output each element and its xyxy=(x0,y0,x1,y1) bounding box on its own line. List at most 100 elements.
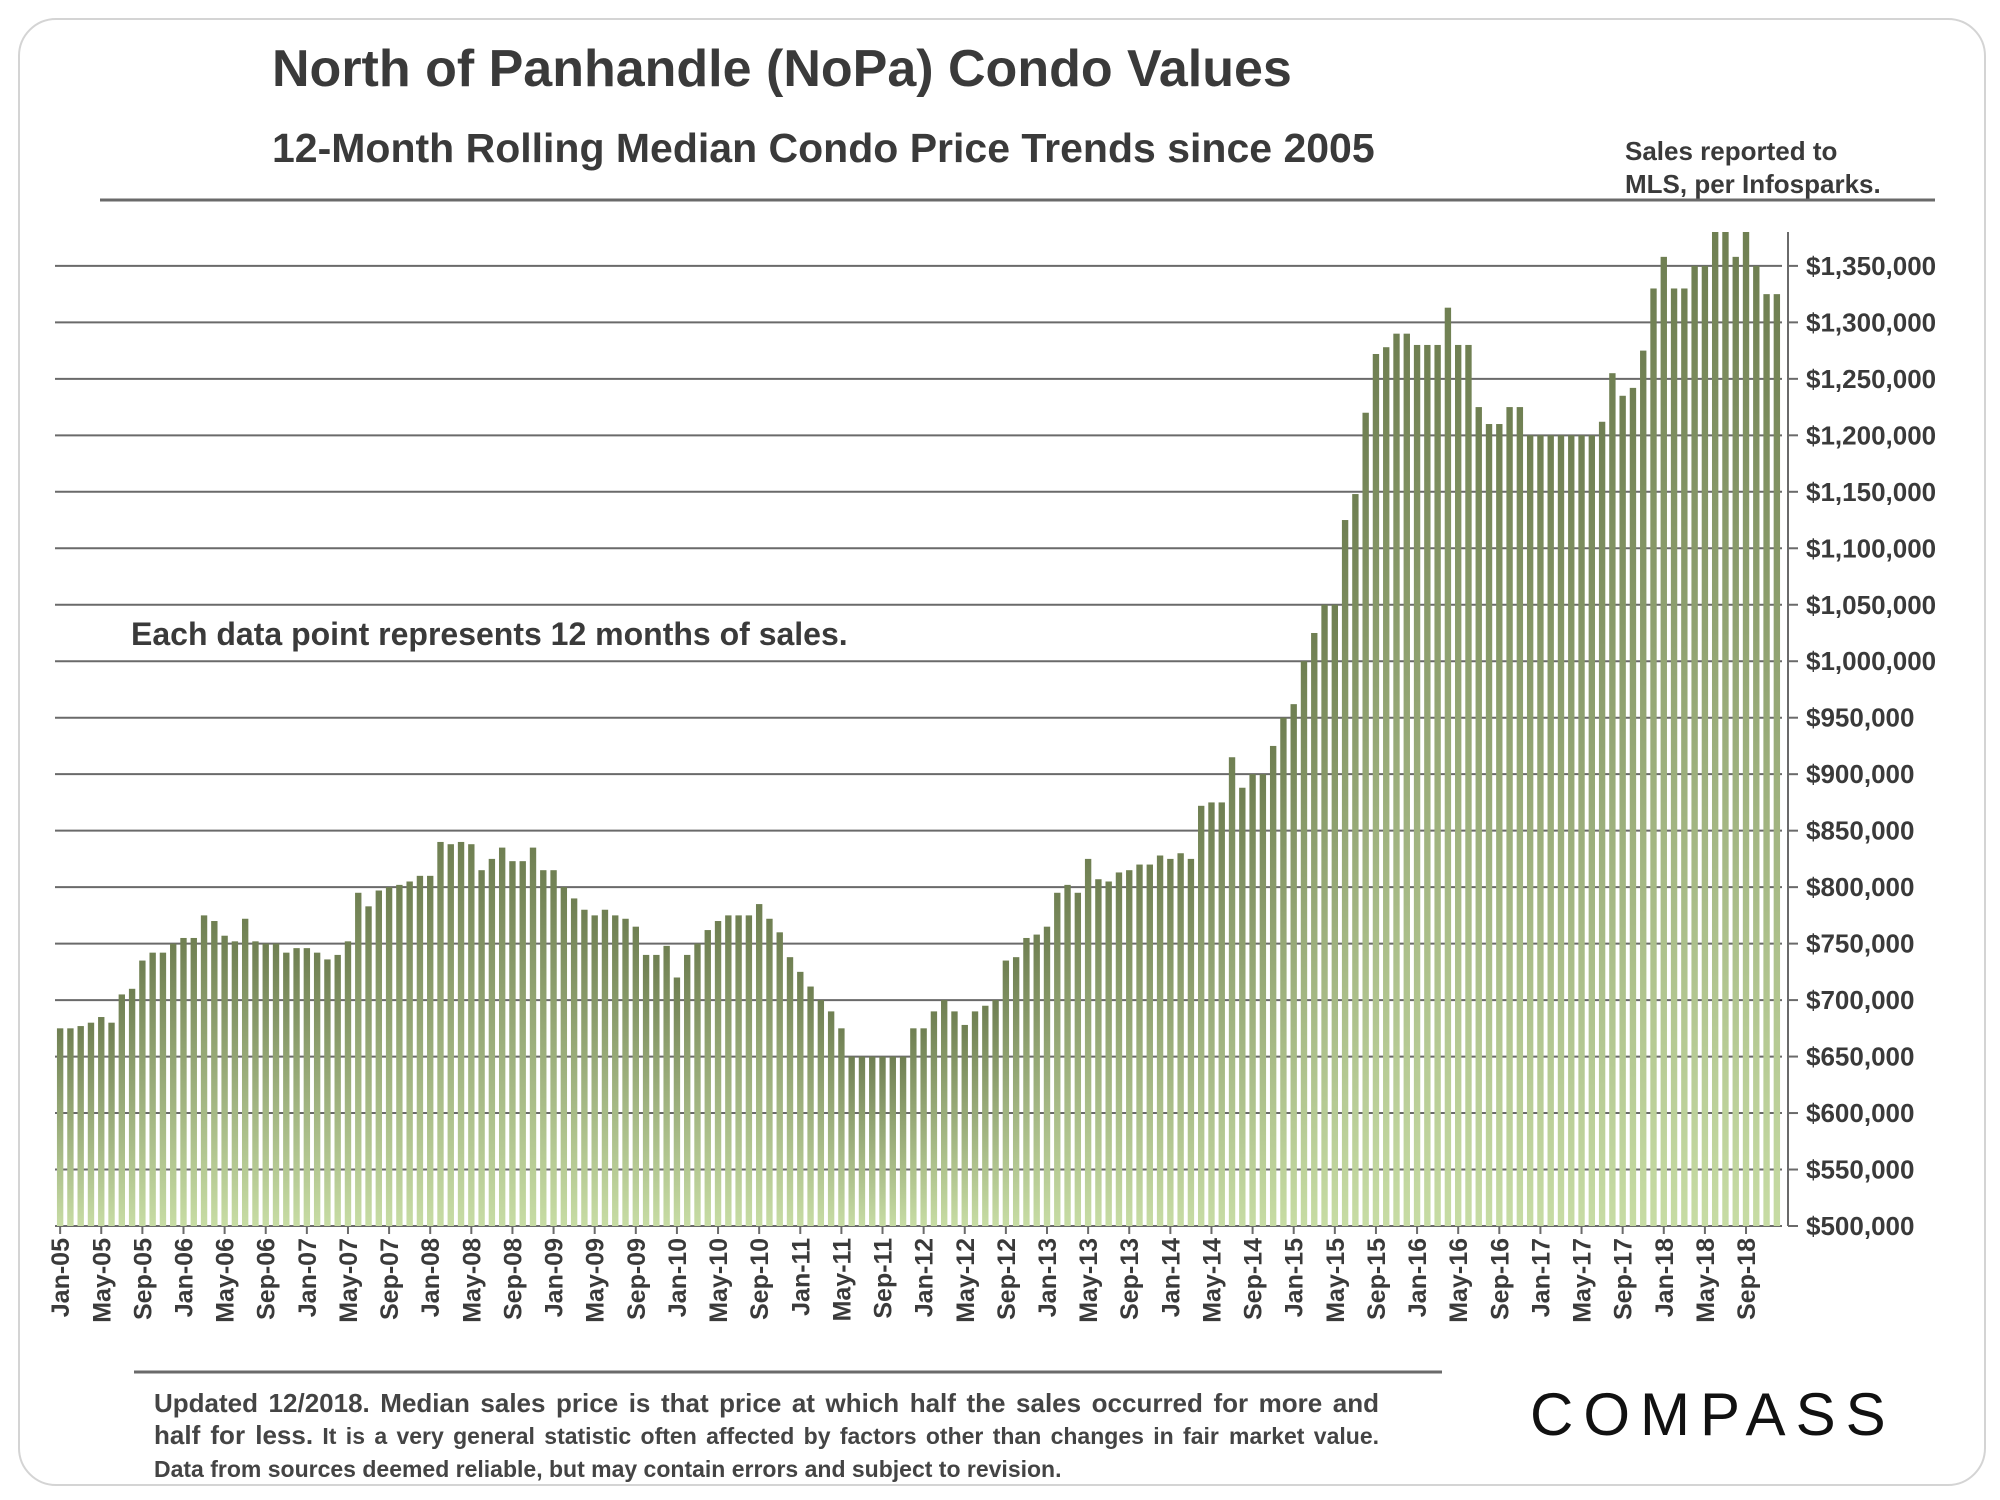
x-tick-label: Jan-06 xyxy=(170,1238,198,1317)
y-tick-label: $1,000,000 xyxy=(1806,646,1936,676)
bar xyxy=(1300,661,1308,1226)
bar xyxy=(139,960,146,1226)
bar xyxy=(642,954,650,1226)
bar xyxy=(416,875,424,1226)
bar xyxy=(673,977,681,1226)
bar xyxy=(971,1011,979,1226)
bar xyxy=(1054,892,1061,1226)
bar xyxy=(1619,395,1626,1226)
bar xyxy=(1701,265,1709,1226)
bar xyxy=(591,915,598,1227)
x-tick-label: Sep-11 xyxy=(870,1238,898,1319)
bar xyxy=(478,870,485,1226)
bar xyxy=(1763,294,1770,1227)
x-tick-label: Jan-09 xyxy=(541,1238,569,1317)
bar xyxy=(1012,957,1020,1226)
bar xyxy=(1393,333,1400,1226)
bar xyxy=(293,948,300,1226)
bar xyxy=(108,1022,115,1226)
chart-annotation: Each data point represents 12 months of … xyxy=(131,616,848,652)
y-tick-label: $900,000 xyxy=(1806,759,1914,789)
x-tick-label: Sep-18 xyxy=(1733,1238,1761,1320)
y-tick-label: $650,000 xyxy=(1806,1042,1914,1072)
bar xyxy=(1352,494,1359,1226)
bar xyxy=(509,861,516,1226)
bar xyxy=(1485,424,1493,1226)
bar xyxy=(180,937,187,1226)
bar xyxy=(879,1056,886,1226)
bar xyxy=(725,915,732,1227)
bar xyxy=(200,915,208,1227)
source-note-line-2: MLS, per Infosparks. xyxy=(1625,169,1881,199)
x-tick-label: Sep-15 xyxy=(1363,1238,1391,1320)
bar xyxy=(1126,870,1133,1226)
bar xyxy=(910,1028,917,1226)
x-tick-label: May-15 xyxy=(1322,1238,1350,1323)
bar xyxy=(98,1017,105,1226)
bar xyxy=(1681,288,1688,1227)
bar xyxy=(1372,353,1380,1226)
grid xyxy=(55,264,1798,1227)
bar xyxy=(1773,294,1781,1227)
bar xyxy=(1722,232,1729,1226)
bar xyxy=(735,915,742,1227)
bar xyxy=(570,898,578,1226)
bar xyxy=(1496,424,1503,1226)
bar xyxy=(1249,774,1256,1226)
bar xyxy=(1383,347,1390,1227)
bar xyxy=(365,906,372,1226)
x-tick-label: Sep-05 xyxy=(129,1238,157,1320)
bar xyxy=(869,1056,876,1226)
bar xyxy=(1475,407,1482,1227)
bar xyxy=(714,921,722,1226)
y-tick-label: $1,250,000 xyxy=(1806,364,1936,394)
bar xyxy=(1506,407,1513,1227)
bar xyxy=(221,935,228,1226)
bar xyxy=(118,994,125,1226)
y-tick-label: $850,000 xyxy=(1806,816,1914,846)
footnote-small: It is a very general statistic often aff… xyxy=(313,1423,1219,1449)
bar xyxy=(1526,435,1534,1226)
bar xyxy=(1259,774,1267,1226)
x-tick-label: Sep-08 xyxy=(499,1238,527,1320)
bar xyxy=(1146,864,1153,1226)
bar xyxy=(694,943,701,1226)
bar xyxy=(704,930,711,1226)
compass-logo: COMPASS xyxy=(1530,1381,1896,1448)
bar xyxy=(406,881,413,1226)
y-tick-label: $500,000 xyxy=(1806,1211,1914,1241)
bar xyxy=(344,941,352,1226)
bar xyxy=(1753,265,1760,1226)
bar xyxy=(653,954,660,1226)
x-tick-label: Sep-09 xyxy=(623,1238,651,1320)
bar xyxy=(1629,387,1637,1226)
bar xyxy=(283,952,290,1226)
bar xyxy=(1105,881,1112,1226)
bar xyxy=(797,971,804,1226)
footnote: Updated 12/2018. Median sales price is t… xyxy=(154,1387,1379,1485)
chart-subtitle: 12-Month Rolling Median Condo Price Tren… xyxy=(272,125,1375,171)
bar xyxy=(1516,407,1524,1227)
bar xyxy=(324,959,331,1226)
bar xyxy=(1455,344,1462,1226)
bar xyxy=(1742,232,1750,1226)
x-tick-label: Sep-06 xyxy=(253,1238,281,1320)
bar xyxy=(396,884,403,1226)
bar xyxy=(1218,802,1225,1226)
bar xyxy=(67,1028,74,1226)
bar xyxy=(1177,853,1184,1226)
y-tick-label: $1,100,000 xyxy=(1806,533,1936,563)
bar xyxy=(992,1000,999,1226)
bar xyxy=(766,918,773,1226)
bar xyxy=(488,858,496,1226)
x-tick-label: Jan-08 xyxy=(417,1238,445,1317)
bar xyxy=(457,841,465,1226)
bar xyxy=(786,957,794,1226)
x-tick-label: May-11 xyxy=(828,1238,856,1321)
bar xyxy=(1023,937,1030,1226)
bar xyxy=(540,870,547,1226)
x-tick-label: Sep-13 xyxy=(1116,1238,1144,1320)
bar xyxy=(848,1056,855,1226)
bar xyxy=(262,943,269,1226)
